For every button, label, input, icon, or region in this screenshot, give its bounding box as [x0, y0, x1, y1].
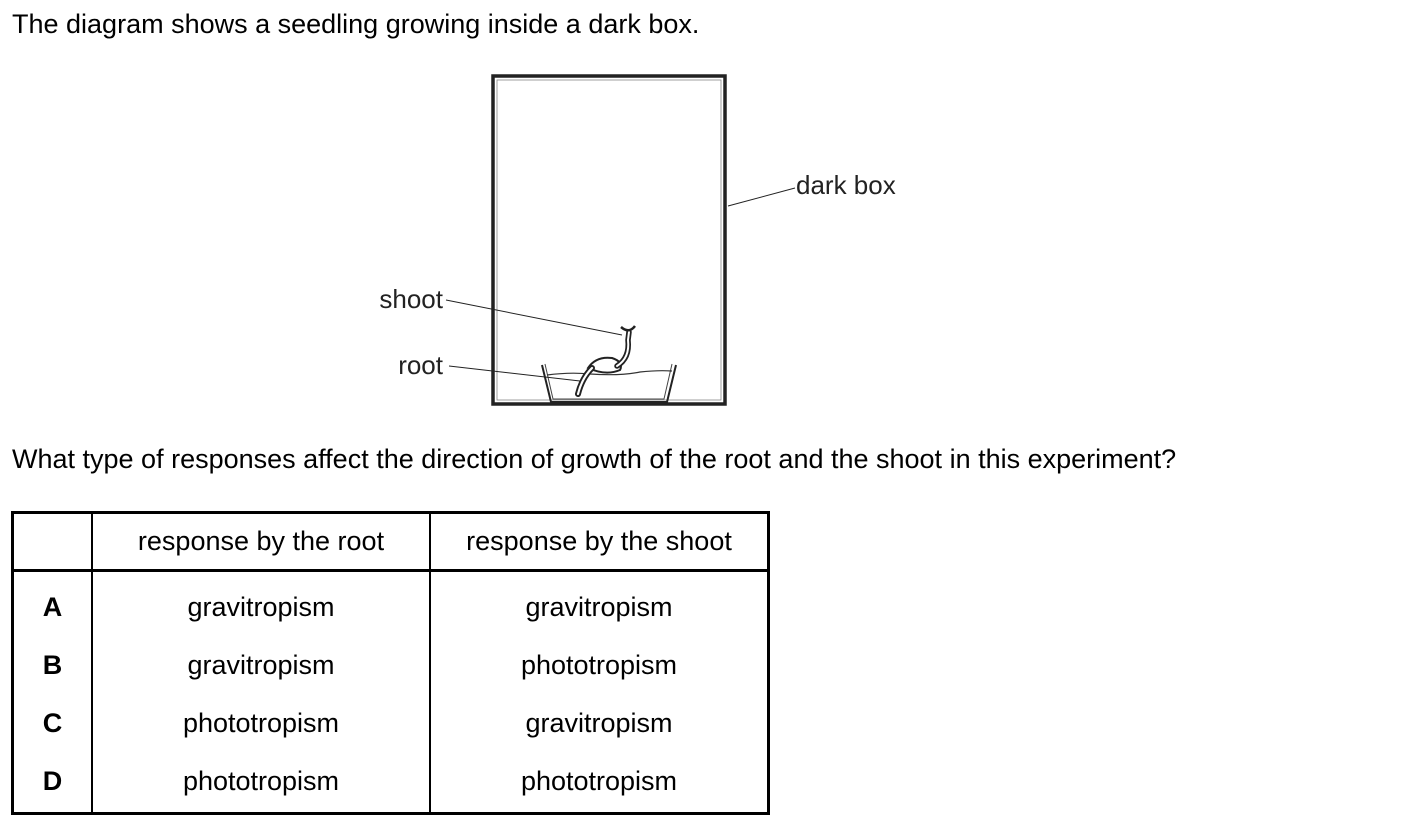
- shoot-leader: [445, 299, 623, 336]
- root-label: root: [398, 350, 444, 380]
- table-row: D phototropism phototropism: [12, 752, 769, 814]
- question-text: What type of responses affect the direct…: [12, 444, 1177, 474]
- option-letter: C: [12, 694, 93, 752]
- root-response: phototropism: [92, 694, 431, 752]
- header-option: [12, 512, 93, 572]
- header-root-response: response by the root: [92, 512, 431, 572]
- seedling: [575, 325, 636, 397]
- root-leader: [448, 365, 581, 382]
- dark-box-leader: [727, 187, 796, 207]
- table-row: A gravitropism gravitropism: [12, 570, 769, 636]
- root-response: gravitropism: [92, 570, 431, 636]
- dark-box: [491, 74, 727, 406]
- seedling-diagram: dark box shoot root: [379, 74, 896, 406]
- root-response: gravitropism: [92, 636, 431, 694]
- option-letter: D: [12, 752, 93, 814]
- dark-box-label: dark box: [796, 170, 896, 200]
- shoot-response: phototropism: [520, 765, 678, 796]
- table-header-row: response by the root response by the sho…: [12, 512, 769, 572]
- option-letter: A: [12, 570, 93, 636]
- header-shoot-response: response by the shoot: [430, 512, 769, 572]
- answer-table: response by the root response by the sho…: [11, 511, 770, 815]
- shoot-response: phototropism: [520, 649, 678, 680]
- shoot-label: shoot: [379, 284, 443, 314]
- intro-text: The diagram shows a seedling growing ins…: [12, 9, 700, 39]
- root-response: phototropism: [92, 752, 431, 814]
- table-row: C phototropism gravitropism: [12, 694, 769, 752]
- table-row: B gravitropism phototropism: [12, 636, 769, 694]
- shoot-response: gravitropism: [525, 591, 673, 622]
- seed-tray: [541, 363, 677, 403]
- option-letter: B: [12, 636, 93, 694]
- shoot-response: gravitropism: [525, 707, 673, 738]
